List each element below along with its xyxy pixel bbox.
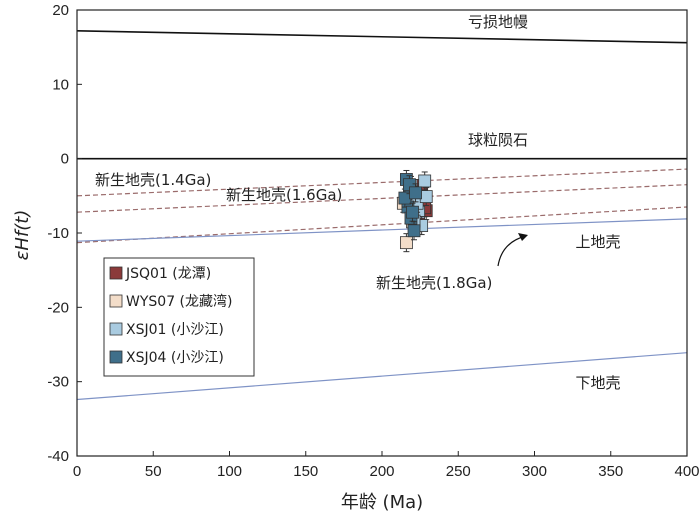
y-tick-label: 20 [52,2,69,19]
reference-line [76,30,688,44]
line-label: 新生地壳(1.8Ga) [376,274,492,292]
legend-item: XSJ04 (小沙江) [109,350,224,366]
legend-item: WYS07 (龙藏湾) [109,293,232,310]
y-tick-label: 0 [61,151,69,168]
legend-swatch [109,266,123,280]
x-tick-label: 0 [73,463,81,480]
x-tick-label: 100 [217,463,242,480]
axes: 0 50 100 150 200 250 300 350 40020100-10-20-30-4… [47,2,699,480]
y-axis-title: εHf(t) [12,210,33,261]
line-label: 上地壳 [575,233,620,251]
data-point [418,174,432,188]
legend-label: XSJ01 (小沙江) [126,322,224,338]
legend-label: XSJ04 (小沙江) [126,350,224,366]
legend: JSQ01 (龙潭) WYS07 (龙藏湾) XSJ01 (小沙江) XSJ04… [103,257,255,377]
data-point [399,236,413,250]
x-tick-label: 200 [369,463,394,480]
reference-line [76,206,688,244]
x-tick-label: 350 [598,463,623,480]
x-tick-label: 300 [522,463,547,480]
legend-box [103,257,255,377]
y-tick-label: -30 [47,374,69,391]
legend-label: WYS07 (龙藏湾) [126,293,232,310]
x-tick-label: 150 [293,463,318,480]
x-axis-title: 年龄 (Ma) [341,492,423,513]
legend-label: JSQ01 (龙潭) [125,265,211,282]
line-label: 新生地壳(1.6Ga) [226,186,342,204]
line-label: 球粒陨石 [468,131,528,149]
y-tick-label: -40 [47,448,69,465]
data-point [419,190,433,203]
y-tick-label: -20 [47,299,69,316]
line-label: 亏损地幔 [468,13,528,31]
legend-item: XSJ01 (小沙江) [109,322,224,338]
legend-swatch [109,350,123,364]
data-point [406,205,419,219]
x-tick-label: 50 [145,463,162,480]
data-point [407,224,421,238]
annotation-arrowhead [518,233,528,241]
reference-line [76,218,688,242]
legend-item: JSQ01 (龙潭) [109,265,211,282]
data-points [396,169,433,253]
reference-line [76,184,688,213]
data-point [409,186,422,200]
legend-swatch [109,322,123,336]
x-tick-label: 400 [674,463,699,480]
reference-lines [76,30,688,401]
y-tick-label: 10 [52,76,69,93]
reference-line [76,352,688,401]
reference-line [76,168,688,197]
line-label: 新生地壳(1.4Ga) [95,171,211,189]
x-tick-label: 250 [446,463,471,480]
line-label: 下地壳 [575,374,620,392]
y-tick-label: -10 [47,225,69,242]
legend-swatch [109,294,123,308]
